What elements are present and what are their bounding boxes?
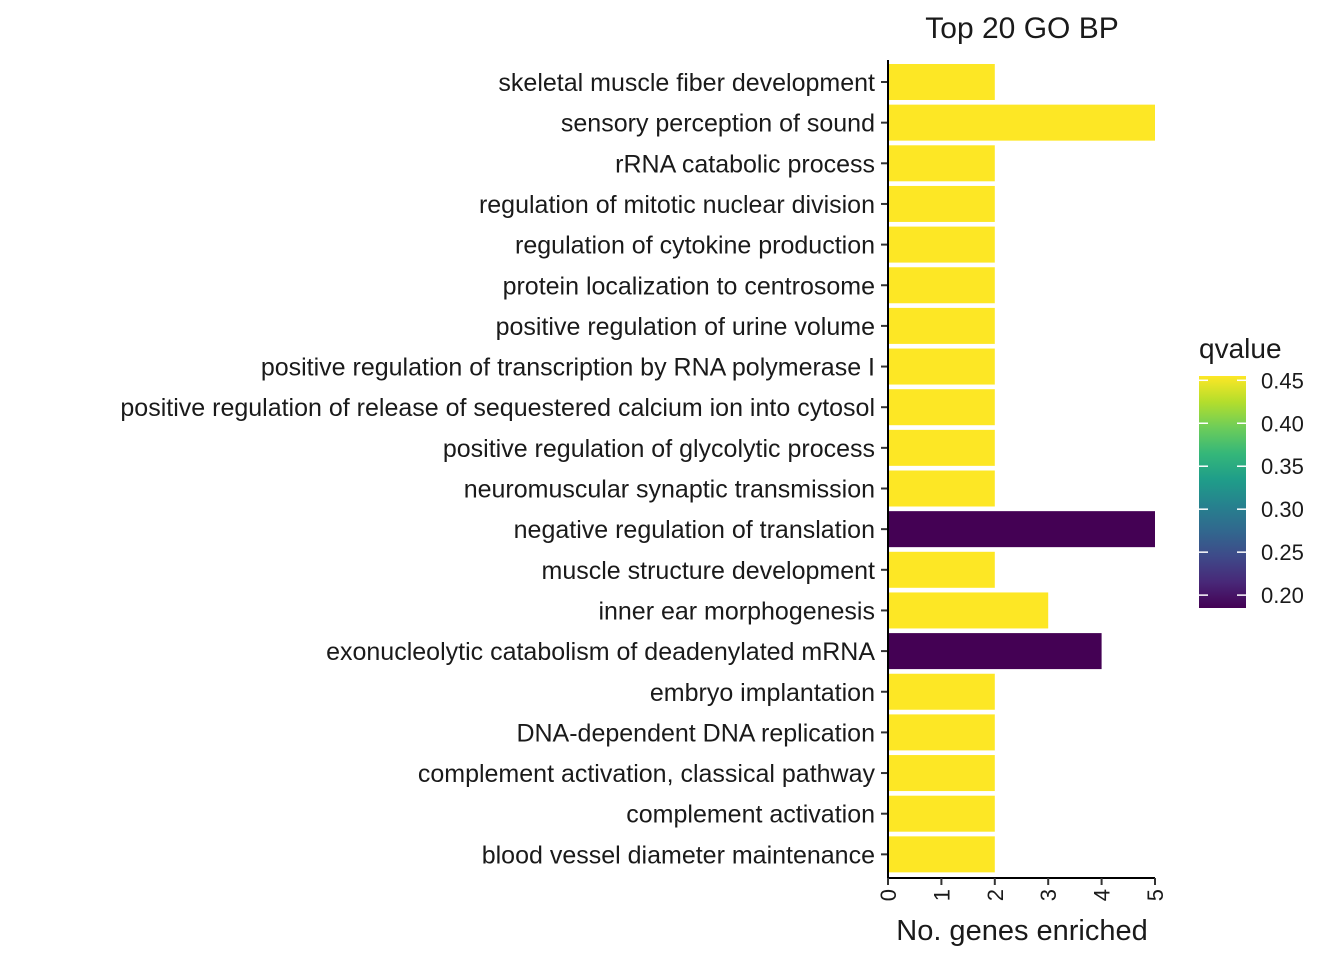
bar-complement-activation-classical-pathway	[888, 755, 995, 792]
category-label-inner-ear-morphogenesis: inner ear morphogenesis	[598, 597, 875, 625]
bar-positive-regulation-of-transcription-by-rna-polymerase-i	[888, 348, 995, 385]
legend-tick-label-4: 0.25	[1261, 540, 1304, 565]
bar-dna-dependent-dna-replication	[888, 714, 995, 751]
category-label-positive-regulation-of-release-of-sequestered-calcium-ion-into-cytosol: positive regulation of release of seques…	[120, 394, 875, 422]
bar-regulation-of-cytokine-production	[888, 226, 995, 263]
category-label-dna-dependent-dna-replication: DNA-dependent DNA replication	[516, 719, 875, 747]
legend-title: qvalue	[1199, 333, 1282, 364]
category-label-positive-regulation-of-transcription-by-rna-polymerase-i: positive regulation of transcription by …	[261, 354, 875, 382]
category-label-complement-activation: complement activation	[626, 801, 875, 829]
category-label-sensory-perception-of-sound: sensory perception of sound	[561, 110, 875, 138]
category-label-skeletal-muscle-fiber-development: skeletal muscle fiber development	[498, 69, 875, 97]
bar-rrna-catabolic-process	[888, 145, 995, 182]
legend-ticks: 0.45 0.40 0.35 0.30 0.25 0.20	[1199, 368, 1304, 608]
x-axis-title: No. genes enriched	[896, 915, 1148, 947]
legend-tick-label-1: 0.40	[1261, 411, 1304, 436]
category-label-exonucleolytic-catabolism-of-deadenylated-mrna: exonucleolytic catabolism of deadenylate…	[326, 638, 875, 666]
category-label-protein-localization-to-centrosome: protein localization to centrosome	[503, 272, 875, 300]
category-label-blood-vessel-diameter-maintenance: blood vessel diameter maintenance	[482, 841, 875, 869]
category-label-embryo-implantation: embryo implantation	[650, 679, 875, 707]
legend-tick-label-5: 0.20	[1261, 583, 1304, 608]
bar-neuromuscular-synaptic-transmission	[888, 470, 995, 507]
category-label-muscle-structure-development: muscle structure development	[542, 557, 876, 585]
bar-blood-vessel-diameter-maintenance	[888, 836, 995, 873]
bar-skeletal-muscle-fiber-development	[888, 64, 995, 100]
category-label-neuromuscular-synaptic-transmission: neuromuscular synaptic transmission	[464, 476, 875, 504]
category-label-negative-regulation-of-translation: negative regulation of translation	[514, 516, 875, 544]
x-tick-label-0: 0	[876, 889, 901, 901]
x-tick-label-3: 3	[1036, 889, 1061, 901]
bar-negative-regulation-of-translation	[888, 511, 1155, 548]
bar-protein-localization-to-centrosome	[888, 267, 995, 304]
x-tick-label-4: 4	[1090, 889, 1115, 901]
legend-colorbar	[1199, 376, 1246, 608]
category-label-regulation-of-mitotic-nuclear-division: regulation of mitotic nuclear division	[479, 191, 875, 219]
bar-embryo-implantation	[888, 673, 995, 710]
bar-sensory-perception-of-sound	[888, 104, 1155, 141]
bar-muscle-structure-development	[888, 551, 995, 588]
x-tick-label-2: 2	[983, 889, 1008, 901]
bar-regulation-of-mitotic-nuclear-division	[888, 185, 995, 222]
category-label-rrna-catabolic-process: rRNA catabolic process	[615, 150, 875, 178]
category-label-regulation-of-cytokine-production: regulation of cytokine production	[515, 232, 875, 260]
legend-tick-label-3: 0.30	[1261, 497, 1304, 522]
y-axis-ticks	[881, 81, 888, 856]
bar-positive-regulation-of-release-of-sequestered-calcium-ion-into-cytosol	[888, 389, 995, 426]
category-labels: skeletal muscle fiber development sensory…	[120, 69, 875, 869]
x-tick-label-5: 5	[1143, 889, 1168, 901]
x-axis-ticks: 0 1 2 3 4 5	[876, 878, 1168, 901]
bar-positive-regulation-of-urine-volume	[888, 307, 995, 344]
chart-title: Top 20 GO BP	[925, 12, 1118, 45]
bars	[888, 64, 1155, 873]
x-tick-label-1: 1	[929, 889, 954, 901]
legend-tick-label-2: 0.35	[1261, 454, 1304, 479]
category-label-positive-regulation-of-urine-volume: positive regulation of urine volume	[496, 313, 875, 341]
legend: qvalue 0.45 0.40 0.35 0.30 0.25 0.20	[1199, 333, 1304, 608]
bar-inner-ear-morphogenesis	[888, 592, 1049, 629]
bar-complement-activation	[888, 795, 995, 832]
bar-exonucleolytic-catabolism-of-deadenylated-mrna	[888, 633, 1102, 670]
legend-tick-label-0: 0.45	[1261, 368, 1304, 393]
category-label-positive-regulation-of-glycolytic-process: positive regulation of glycolytic proces…	[443, 435, 875, 463]
bar-positive-regulation-of-glycolytic-process	[888, 429, 995, 466]
category-label-complement-activation-classical-pathway: complement activation, classical pathway	[418, 760, 876, 788]
